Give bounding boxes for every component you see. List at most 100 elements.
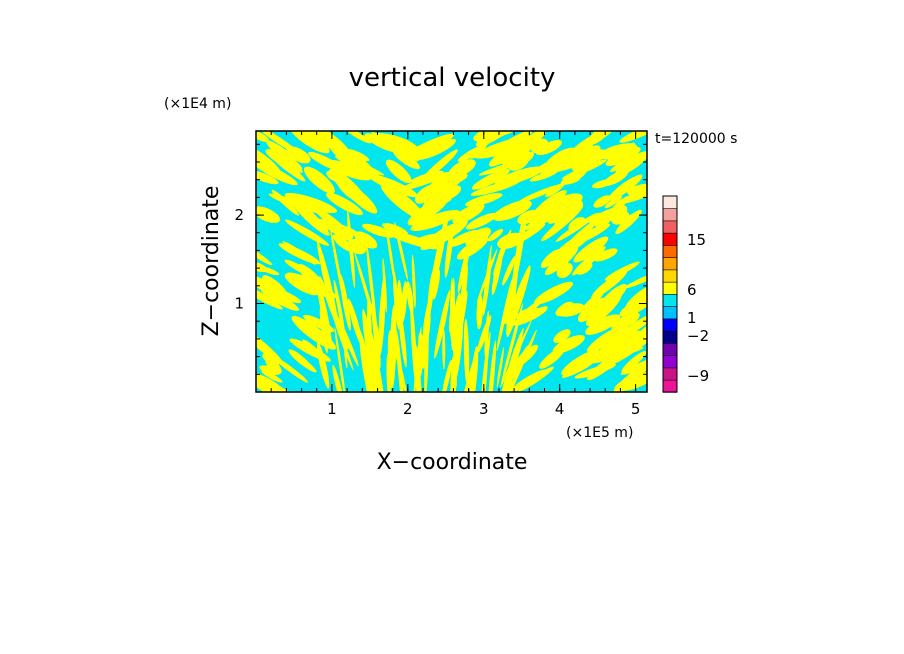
updraft-patch bbox=[394, 221, 408, 281]
updraft-patch bbox=[552, 335, 585, 354]
updraft-patch bbox=[378, 276, 386, 356]
updraft-patch bbox=[256, 141, 281, 175]
updraft-patch bbox=[607, 174, 643, 201]
updraft-patch bbox=[540, 249, 562, 268]
updraft-patch bbox=[366, 330, 370, 388]
updraft-patch bbox=[271, 288, 302, 304]
updraft-patch bbox=[615, 142, 635, 159]
updraft-patch bbox=[289, 131, 330, 154]
updraft-patch bbox=[410, 170, 444, 183]
updraft-patch bbox=[289, 338, 331, 362]
colorbar-swatch bbox=[662, 318, 678, 332]
updraft-patch bbox=[451, 292, 461, 341]
updraft-patch bbox=[476, 248, 498, 303]
colorbar-swatch bbox=[662, 269, 678, 283]
updraft-patch bbox=[362, 223, 395, 238]
updraft-patch bbox=[613, 327, 631, 343]
x-tick-label: 3 bbox=[479, 400, 489, 418]
updraft-patch bbox=[465, 212, 498, 230]
colorbar-swatch bbox=[662, 379, 678, 393]
updraft-patch bbox=[406, 281, 414, 314]
updraft-patch bbox=[494, 166, 544, 186]
updraft-patch bbox=[512, 307, 548, 326]
updraft-patch bbox=[592, 337, 621, 360]
updraft-patch bbox=[561, 349, 601, 376]
updraft-patch bbox=[454, 313, 464, 380]
updraft-patch bbox=[563, 217, 600, 250]
updraft-patch bbox=[488, 131, 534, 156]
updraft-patch bbox=[348, 238, 367, 255]
updraft-patch bbox=[373, 345, 379, 392]
updraft-patch bbox=[476, 294, 483, 330]
updraft-patch bbox=[611, 312, 640, 331]
colorbar-swatch bbox=[662, 195, 678, 209]
colorbar-swatch bbox=[662, 330, 678, 344]
updraft-patch bbox=[386, 354, 391, 392]
updraft-patch bbox=[258, 131, 299, 154]
updraft-patch bbox=[432, 269, 441, 300]
y-axis-label: Z−coordinate bbox=[199, 186, 224, 337]
updraft-patch bbox=[339, 274, 351, 331]
updraft-patch bbox=[265, 149, 303, 172]
updraft-patch bbox=[484, 131, 521, 139]
updraft-patch bbox=[262, 352, 280, 366]
updraft-patch bbox=[615, 151, 647, 176]
updraft-patch bbox=[555, 301, 574, 317]
updraft-patch bbox=[535, 140, 562, 156]
updraft-patch bbox=[480, 343, 489, 392]
time-label: t=120000 s bbox=[655, 131, 737, 147]
updraft-patch bbox=[382, 223, 408, 236]
updraft-patch bbox=[621, 350, 647, 373]
updraft-patch bbox=[286, 272, 337, 299]
updraft-patch bbox=[260, 288, 300, 311]
colorbar-swatch bbox=[662, 354, 678, 369]
updraft-patch bbox=[413, 342, 422, 392]
updraft-patch bbox=[471, 169, 510, 190]
colorbar: 15 6 1−2 −9 bbox=[662, 195, 709, 393]
updraft-patch bbox=[457, 240, 471, 294]
updraft-patch bbox=[410, 209, 460, 232]
colorbar-swatch bbox=[662, 281, 678, 295]
x-axis-label: X−coordinate bbox=[377, 450, 528, 475]
updraft-patch bbox=[465, 227, 491, 247]
updraft-patch bbox=[385, 159, 412, 184]
updraft-patch bbox=[342, 182, 378, 214]
colorbar-label: 6 bbox=[687, 281, 697, 299]
updraft-patch bbox=[486, 340, 497, 392]
updraft-patch bbox=[604, 195, 623, 209]
updraft-patch bbox=[560, 175, 581, 185]
updraft-patch bbox=[620, 213, 638, 224]
updraft-patch bbox=[325, 192, 363, 216]
y-unit-label: (×1E4 m) bbox=[164, 96, 231, 112]
updraft-patch bbox=[261, 370, 283, 383]
updraft-patch bbox=[506, 266, 518, 336]
axis-ticks: 1 2 3 4 5 1 2 bbox=[234, 131, 647, 418]
plot-frame bbox=[255, 130, 648, 393]
updraft-patch bbox=[508, 265, 531, 321]
updraft-patch bbox=[478, 159, 527, 176]
updraft-patch bbox=[380, 183, 425, 221]
updraft-patch bbox=[256, 206, 281, 223]
updraft-patch bbox=[541, 205, 584, 242]
updraft-patch bbox=[389, 304, 397, 390]
updraft-patch bbox=[427, 271, 434, 317]
updraft-patch bbox=[397, 171, 451, 192]
updraft-patch bbox=[609, 152, 644, 172]
colorbar-swatch bbox=[662, 342, 678, 356]
updraft-patch bbox=[444, 226, 454, 278]
updraft-patch bbox=[322, 221, 354, 242]
updraft-patch bbox=[334, 326, 347, 392]
plot-area: 1 2 3 4 5 1 2 bbox=[234, 130, 648, 418]
updraft-patch bbox=[413, 326, 422, 392]
updraft-patch bbox=[619, 297, 647, 317]
updraft-patch bbox=[540, 158, 558, 174]
updraft-patch bbox=[465, 193, 503, 207]
updraft-patch bbox=[501, 354, 518, 392]
updraft-patch bbox=[256, 169, 279, 185]
updraft-patch bbox=[591, 270, 628, 299]
x-unit-label: (×1E5 m) bbox=[566, 425, 633, 441]
updraft-patch bbox=[282, 241, 316, 265]
updraft-patch bbox=[529, 216, 551, 225]
updraft-patch bbox=[256, 261, 268, 273]
y-tick-label: 1 bbox=[234, 295, 244, 313]
